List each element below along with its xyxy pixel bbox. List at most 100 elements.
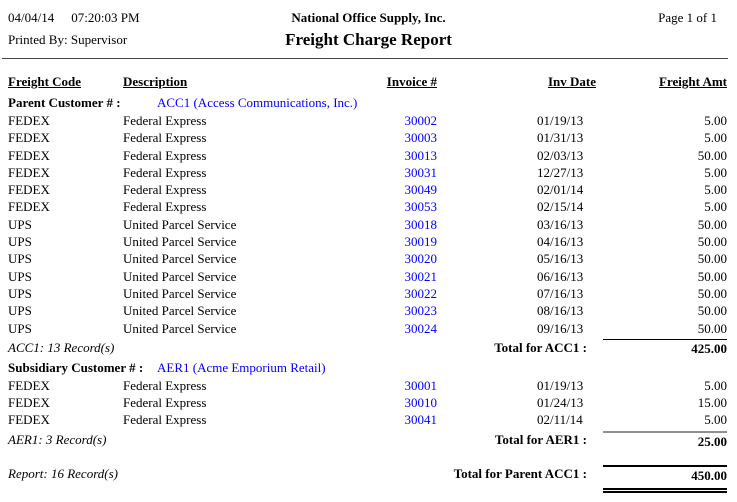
inv-date-cell: 01/19/13 [537,113,584,128]
spacer-cell [587,431,603,450]
freight-amt-cell: 5.00 [704,412,727,428]
invoice-link[interactable]: 30049 [404,182,438,198]
description-cell: Federal Express [123,147,207,163]
customer-link[interactable]: ACC1 (Access Communications, Inc.) [157,95,358,110]
table-row: FEDEX Federal Express 30053 02/15/14 5.00 [8,198,727,215]
invoice-link[interactable]: 30013 [404,147,438,163]
invoice-cell: 30010 [373,394,438,411]
description-cell: Federal Express [123,395,207,411]
invoice-link[interactable]: 30020 [404,251,438,267]
invoice-cell: 30003 [373,129,438,146]
freight-amt-cell: 50.00 [697,303,727,319]
inv-date-cell: 05/16/13 [537,251,584,267]
spacer-cell [437,216,537,233]
freight-amt-cell: 5.00 [704,164,727,180]
invoice-link[interactable]: 30031 [404,164,438,180]
group-total-row: AER1: 3 Record(s) Total for AER1 : 25.00 [8,430,727,450]
invoice-link[interactable]: 30003 [404,130,438,146]
group-total-label: Total for ACC1 : [494,339,587,355]
spacer-cell [437,198,537,215]
freight-code-cell: UPS [8,320,32,336]
invoice-link[interactable]: 30019 [404,234,438,250]
description-cell: Federal Express [123,377,207,393]
spacer-cell [587,339,603,357]
description-cell: United Parcel Service [123,268,237,284]
group-record-count: ACC1: 13 Record(s) [8,339,115,355]
spacer-cell [437,268,537,285]
spacer-cell [437,147,537,164]
freight-amt-cell: 50.00 [697,251,727,267]
table-row: UPS United Parcel Service 30023 08/16/13 50.… [8,302,727,319]
freight-code-cell: FEDEX [8,164,50,180]
invoice-link[interactable]: 30023 [404,303,438,319]
invoice-link[interactable]: 30041 [404,412,438,428]
invoice-cell: 30022 [373,285,438,302]
freight-amt-cell: 50.00 [697,234,727,250]
invoice-cell: 30018 [373,216,438,233]
invoice-link[interactable]: 30018 [404,216,438,232]
col-header-inv-date: Inv Date [548,74,597,89]
column-header-row: Freight Code Description Invoice # Inv D… [8,74,727,92]
invoice-cell: 30031 [373,164,438,181]
invoice-link[interactable]: 30024 [404,320,438,336]
header-center: National Office Supply, Inc. Freight Cha… [238,11,499,51]
description-cell: Federal Express [123,113,207,128]
invoice-link[interactable]: 30021 [404,268,438,284]
printed-by-value: Supervisor [70,32,128,47]
print-date: 04/04/14 [8,10,55,25]
inv-date-cell: 12/27/13 [537,164,584,180]
freight-code-cell: FEDEX [8,147,50,163]
invoice-link[interactable]: 30053 [404,199,438,215]
inv-date-cell: 04/16/13 [537,234,584,250]
spacer-cell [437,285,537,302]
header-divider [2,58,728,59]
invoice-cell: 30002 [373,112,438,129]
page-header: 04/04/14 07:20:03 PM Printed By: Supervis… [0,0,737,51]
spacer-cell [437,302,537,319]
customer-link[interactable]: AER1 (Acme Emporium Retail) [157,359,326,375]
inv-date-cell: 01/24/13 [537,395,584,411]
invoice-link[interactable]: 30022 [404,285,438,301]
inv-date-cell: 08/16/13 [537,303,584,319]
invoice-link[interactable]: 30002 [404,113,438,128]
invoice-link[interactable]: 30001 [404,377,438,393]
group-total-amount: 425.00 [603,338,727,357]
col-header-freight-amt: Freight Amt [659,74,727,89]
invoice-link[interactable]: 30010 [404,395,438,411]
freight-code-cell: UPS [8,303,32,319]
freight-amt-cell: 5.00 [704,182,727,198]
table-row: FEDEX Federal Express 30002 01/19/13 5.00 [8,112,727,129]
table-row: UPS United Parcel Service 30021 06/16/13 50.… [8,268,727,285]
freight-code-cell: FEDEX [8,113,50,128]
group-total-amount: 25.00 [603,430,727,450]
table-row: FEDEX Federal Express 30003 01/31/13 5.00 [8,129,727,146]
freight-code-cell: FEDEX [8,182,50,198]
description-cell: Federal Express [123,164,207,180]
print-time: 07:20:03 PM [71,10,140,25]
col-header-freight-code: Freight Code [8,74,82,89]
invoice-cell: 30041 [373,411,438,428]
spacer-cell [437,320,537,337]
spacer-cell [437,250,537,267]
invoice-cell: 30049 [373,181,438,198]
inv-date-cell: 01/19/13 [537,377,584,393]
description-cell: United Parcel Service [123,216,237,232]
report-total-amount: 450.00 [603,464,727,493]
freight-amt-cell: 50.00 [697,320,727,336]
customer-groups: Parent Customer # : ACC1 (Access Communic… [8,95,727,450]
inv-date-cell: 01/31/13 [537,130,584,146]
table-row: FEDEX Federal Express 30049 02/01/14 5.00 [8,181,727,198]
report-body: Freight Code Description Invoice # Inv D… [0,74,737,493]
spacer-cell [437,411,537,428]
freight-code-cell: FEDEX [8,412,50,428]
invoice-cell: 30053 [373,198,438,215]
table-row: UPS United Parcel Service 30022 07/16/13 50.… [8,285,727,302]
table-row: FEDEX Federal Express 30013 02/03/13 50.00 [8,147,727,164]
inv-date-cell: 09/16/13 [537,320,584,336]
freight-amt-cell: 5.00 [704,377,727,393]
inv-date-cell: 06/16/13 [537,268,584,284]
customer-label: Parent Customer # : [8,95,121,110]
table-row: FEDEX Federal Express 30041 02/11/14 5.00 [8,411,727,428]
spacer-cell [437,394,537,411]
